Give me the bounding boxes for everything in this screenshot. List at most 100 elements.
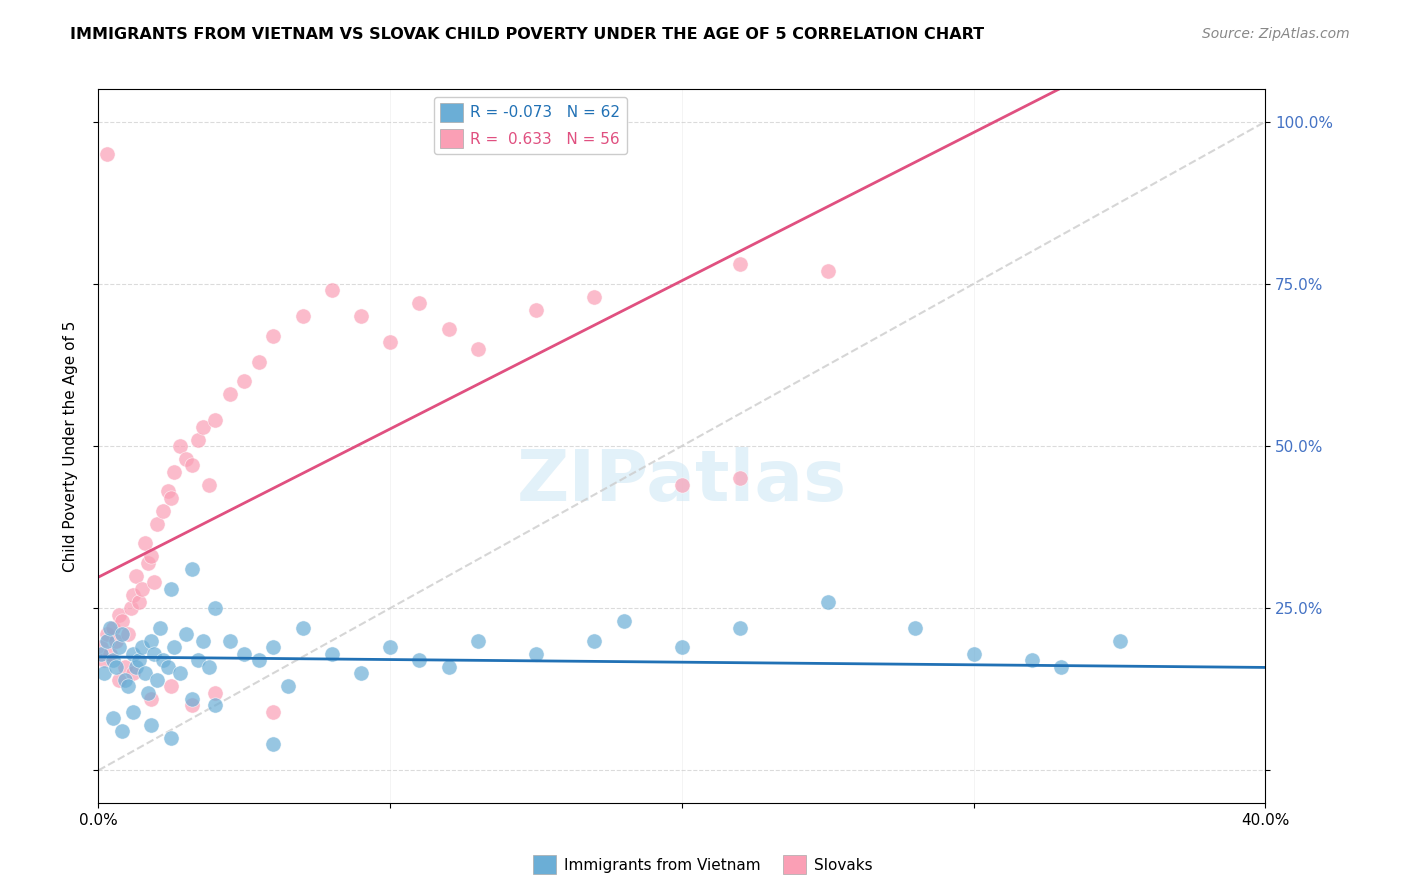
Point — [120, 601, 142, 615]
Point — [204, 413, 226, 427]
Point — [101, 711, 124, 725]
Point — [101, 621, 124, 635]
Point — [163, 465, 186, 479]
Point — [117, 679, 139, 693]
Point — [180, 692, 202, 706]
Point — [139, 549, 162, 564]
Point — [321, 283, 343, 297]
Point — [180, 698, 202, 713]
Point — [350, 310, 373, 324]
Point — [134, 666, 156, 681]
Point — [160, 491, 183, 505]
Text: ZIPatlas: ZIPatlas — [517, 447, 846, 516]
Point — [728, 257, 751, 271]
Point — [728, 471, 751, 485]
Point — [160, 582, 183, 596]
Point — [104, 633, 127, 648]
Point — [108, 673, 131, 687]
Point — [467, 342, 489, 356]
Point — [157, 484, 180, 499]
Point — [174, 452, 197, 467]
Point — [157, 659, 180, 673]
Point — [146, 673, 169, 687]
Point — [117, 627, 139, 641]
Point — [125, 568, 148, 582]
Point — [160, 679, 183, 693]
Point — [174, 627, 197, 641]
Point — [437, 322, 460, 336]
Point — [198, 659, 221, 673]
Point — [233, 374, 256, 388]
Point — [291, 310, 314, 324]
Point — [378, 335, 402, 350]
Point — [728, 621, 751, 635]
Point — [193, 419, 215, 434]
Point — [218, 633, 240, 648]
Point — [96, 147, 118, 161]
Point — [136, 685, 159, 699]
Point — [152, 653, 174, 667]
Legend: Immigrants from Vietnam, Slovaks: Immigrants from Vietnam, Slovaks — [527, 849, 879, 880]
Point — [262, 328, 284, 343]
Point — [262, 738, 284, 752]
Point — [218, 387, 240, 401]
Point — [122, 705, 145, 719]
Point — [204, 685, 226, 699]
Point — [146, 516, 169, 531]
Point — [111, 614, 134, 628]
Point — [378, 640, 402, 654]
Point — [180, 458, 202, 473]
Point — [204, 698, 226, 713]
Point — [111, 724, 134, 739]
Point — [96, 633, 118, 648]
Legend: R = -0.073   N = 62, R =  0.633   N = 56: R = -0.073 N = 62, R = 0.633 N = 56 — [434, 97, 627, 154]
Point — [583, 633, 606, 648]
Point — [93, 666, 115, 681]
Point — [98, 647, 121, 661]
Point — [136, 556, 159, 570]
Text: Source: ZipAtlas.com: Source: ZipAtlas.com — [1202, 27, 1350, 41]
Point — [131, 582, 153, 596]
Point — [114, 659, 136, 673]
Point — [408, 296, 430, 310]
Point — [169, 666, 191, 681]
Point — [180, 562, 202, 576]
Point — [467, 633, 489, 648]
Point — [152, 504, 174, 518]
Point — [204, 601, 226, 615]
Point — [408, 653, 430, 667]
Point — [98, 621, 121, 635]
Point — [111, 627, 134, 641]
Point — [160, 731, 183, 745]
Point — [139, 692, 162, 706]
Point — [90, 640, 112, 654]
Point — [612, 614, 634, 628]
Point — [169, 439, 191, 453]
Point — [128, 653, 150, 667]
Point — [108, 640, 131, 654]
Point — [962, 647, 984, 661]
Point — [96, 627, 118, 641]
Y-axis label: Child Poverty Under the Age of 5: Child Poverty Under the Age of 5 — [63, 320, 77, 572]
Point — [350, 666, 373, 681]
Point — [817, 264, 839, 278]
Point — [101, 653, 124, 667]
Point — [122, 666, 145, 681]
Point — [139, 718, 162, 732]
Point — [437, 659, 460, 673]
Point — [149, 621, 172, 635]
Point — [128, 595, 150, 609]
Point — [198, 478, 221, 492]
Point — [125, 659, 148, 673]
Point — [93, 653, 115, 667]
Point — [142, 575, 165, 590]
Point — [291, 621, 314, 635]
Point — [122, 647, 145, 661]
Point — [671, 478, 693, 492]
Point — [277, 679, 299, 693]
Point — [583, 290, 606, 304]
Point — [114, 673, 136, 687]
Point — [262, 705, 284, 719]
Point — [1108, 633, 1130, 648]
Point — [134, 536, 156, 550]
